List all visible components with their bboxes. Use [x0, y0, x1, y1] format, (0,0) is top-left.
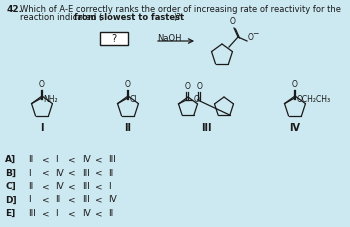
Text: IV: IV	[82, 155, 91, 164]
Text: <: <	[42, 209, 50, 218]
Text: I: I	[55, 209, 58, 218]
Text: IV: IV	[55, 168, 64, 178]
Text: )?: )?	[173, 13, 181, 22]
Text: <: <	[68, 182, 76, 191]
Text: IV: IV	[55, 182, 64, 191]
Text: III: III	[82, 168, 90, 178]
Text: O: O	[247, 34, 253, 42]
Text: ?: ?	[111, 34, 117, 44]
Text: <: <	[95, 209, 103, 218]
Text: <: <	[68, 168, 76, 178]
Text: O: O	[38, 80, 44, 89]
Text: OCH₂CH₃: OCH₂CH₃	[296, 95, 331, 104]
Text: B]: B]	[5, 168, 16, 178]
Text: O: O	[124, 80, 130, 89]
Text: C]: C]	[5, 182, 16, 191]
Text: <: <	[95, 155, 103, 164]
Text: <: <	[68, 195, 76, 205]
Text: NaOH: NaOH	[157, 34, 182, 43]
Text: <: <	[95, 168, 103, 178]
Text: IV: IV	[82, 209, 91, 218]
Text: O: O	[291, 80, 297, 89]
Text: O: O	[184, 82, 190, 91]
Text: II: II	[28, 182, 33, 191]
Text: II: II	[108, 168, 113, 178]
Text: II: II	[28, 155, 33, 164]
Text: III: III	[82, 182, 90, 191]
Text: <: <	[42, 195, 50, 205]
Text: <: <	[68, 209, 76, 218]
Text: I: I	[28, 195, 31, 205]
Text: III: III	[201, 123, 211, 133]
Text: from slowest to fastest: from slowest to fastest	[74, 13, 184, 22]
Text: E]: E]	[5, 209, 15, 218]
Text: O: O	[230, 17, 236, 26]
Text: O: O	[196, 82, 202, 91]
Text: IV: IV	[108, 195, 117, 205]
Text: II: II	[125, 123, 132, 133]
Bar	[100, 32, 128, 45]
Text: III: III	[82, 195, 90, 205]
Text: <: <	[95, 182, 103, 191]
Text: −: −	[252, 30, 258, 39]
Text: <: <	[42, 168, 50, 178]
Text: <: <	[68, 155, 76, 164]
Text: D]: D]	[5, 195, 17, 205]
Text: A]: A]	[5, 155, 16, 164]
Text: <: <	[42, 155, 50, 164]
Text: O: O	[194, 95, 199, 104]
Text: NH₂: NH₂	[43, 95, 58, 104]
Text: II: II	[108, 209, 113, 218]
Text: III: III	[28, 209, 36, 218]
Text: <: <	[95, 195, 103, 205]
Text: reaction indicated (: reaction indicated (	[20, 13, 102, 22]
Text: I: I	[28, 168, 31, 178]
Text: 42.: 42.	[7, 5, 23, 14]
Text: I: I	[55, 155, 58, 164]
Text: <: <	[42, 182, 50, 191]
Text: I: I	[40, 123, 44, 133]
Text: I: I	[108, 182, 111, 191]
Text: III: III	[108, 155, 116, 164]
Text: IV: IV	[289, 123, 301, 133]
Text: Cl: Cl	[130, 95, 137, 104]
Text: II: II	[55, 195, 60, 205]
Text: Which of A-E correctly ranks the order of increasing rate of reactivity for the: Which of A-E correctly ranks the order o…	[20, 5, 341, 14]
